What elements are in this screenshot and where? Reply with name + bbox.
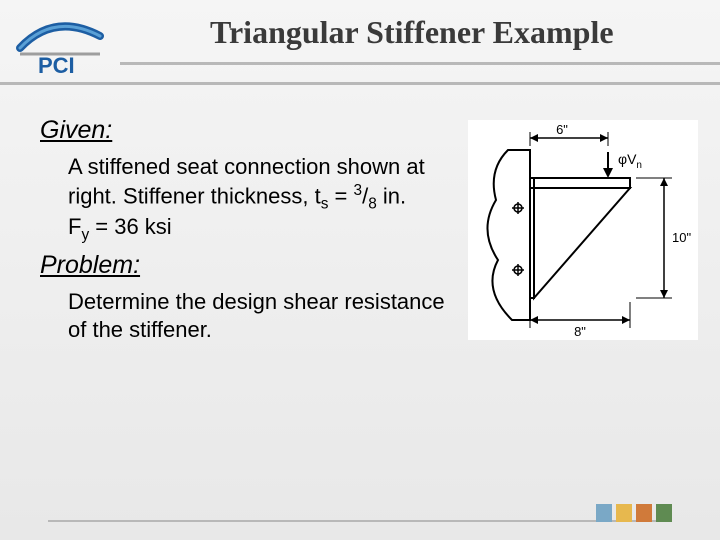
content-column: Given: A stiffened seat connection shown… — [40, 110, 450, 349]
eq-sign: = — [328, 183, 353, 208]
unit-in: in. — [377, 183, 406, 208]
problem-text: Determine the design shear resistance of… — [68, 288, 450, 343]
given-heading: Given: — [40, 116, 450, 145]
header-rule-1 — [120, 62, 720, 65]
fy-y: y — [81, 227, 89, 244]
dim-right: 10" — [672, 230, 691, 245]
header: PCI Triangular Stiffener Example — [0, 0, 720, 86]
fy-val: = 36 ksi — [89, 214, 172, 239]
footer-accent — [596, 504, 672, 522]
page-title: Triangular Stiffener Example — [210, 14, 614, 51]
header-rule-2 — [0, 82, 720, 85]
given-text: A stiffened seat connection shown at rig… — [68, 153, 450, 245]
dim-top: 6" — [556, 122, 568, 137]
problem-heading: Problem: — [40, 251, 450, 280]
accent-2 — [616, 504, 632, 522]
accent-1 — [596, 504, 612, 522]
stiffener-diagram: φVn 6" 10" 8" — [468, 120, 698, 340]
footer-rule — [48, 520, 672, 522]
logo-text: PCI — [38, 53, 75, 76]
fy-f: F — [68, 214, 81, 239]
accent-4 — [656, 504, 672, 522]
dim-bottom: 8" — [574, 324, 586, 339]
frac-den: 8 — [368, 195, 377, 212]
accent-3 — [636, 504, 652, 522]
frac-num: 3 — [354, 182, 363, 199]
pci-logo: PCI — [14, 18, 108, 76]
